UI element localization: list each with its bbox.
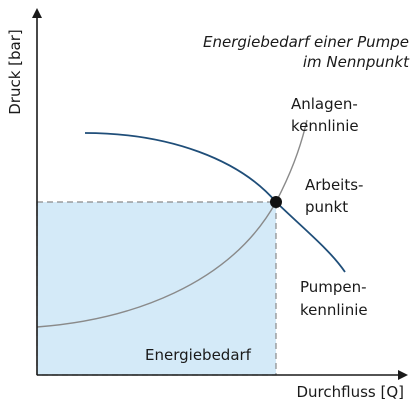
curve-label: kennlinie bbox=[300, 301, 368, 319]
title-line: im Nennpunkt bbox=[303, 53, 410, 71]
curve-label: Anlagen- bbox=[291, 95, 358, 113]
system-curve bbox=[36, 119, 308, 328]
operating-point bbox=[270, 196, 282, 208]
point-label: punkt bbox=[305, 198, 348, 216]
area-label: Energiebedarf bbox=[145, 346, 252, 364]
pump-curve bbox=[84, 132, 346, 273]
title-line: Energiebedarf einer Pumpe bbox=[203, 33, 409, 51]
energy-area bbox=[36, 201, 277, 376]
curve-label: kennlinie bbox=[291, 117, 359, 135]
curve-label: Pumpen- bbox=[300, 278, 367, 296]
x-axis-label: Durchfluss [Q] bbox=[296, 383, 404, 401]
y-axis-label: Druck [bar] bbox=[6, 29, 24, 115]
point-label: Arbeits- bbox=[305, 176, 363, 194]
